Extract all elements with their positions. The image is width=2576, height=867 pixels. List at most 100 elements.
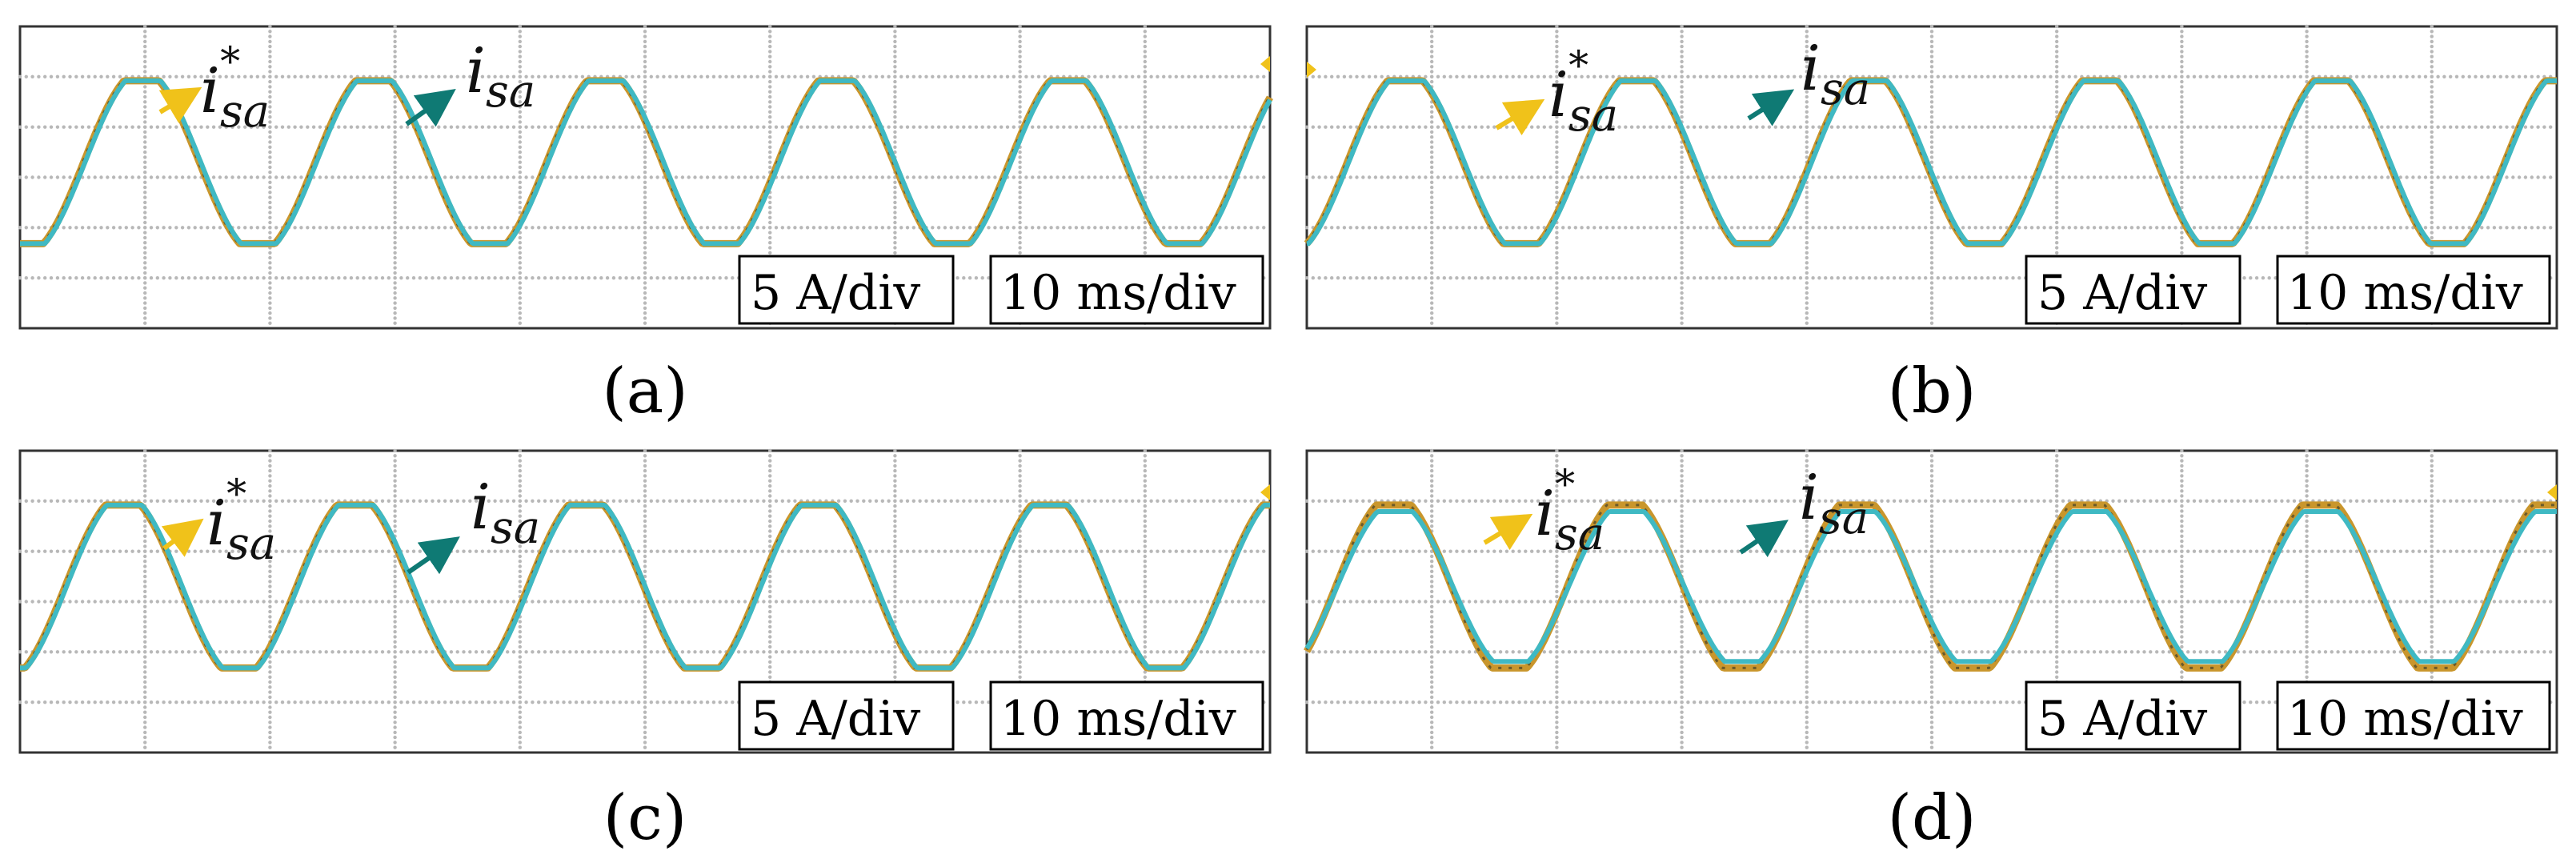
grid-dot [1542,74,1547,79]
grid-dot [224,700,228,704]
grid-dot [643,261,647,265]
grid-dot [1062,226,1066,230]
grid-dot [799,226,803,230]
grid-dot [2180,251,2184,255]
grid-dot [618,125,622,129]
grid-dot [393,720,397,725]
grid-dot [2498,226,2502,230]
grid-dot [2274,226,2278,230]
grid-dot [1018,655,1022,659]
grid-dot [1661,226,1665,230]
grid-dot [931,650,935,654]
grid-dot [2305,54,2309,58]
grid-dot [93,700,97,704]
grid-dot [224,650,228,654]
grid-dot [55,700,60,704]
grid-dot [1536,74,1540,79]
grid-dot [562,700,566,704]
grid-dot [1036,600,1041,604]
panel-b: isa* isa 5 A/div 10 ms/div (b) [1304,24,2559,427]
grid-dot [768,195,772,199]
grid-dot [2055,206,2059,210]
panel-d: isa* isa 5 A/div 10 ms/div (d) [1304,448,2559,854]
grid-dot [293,650,297,654]
grid-dot [1230,125,1235,129]
grid-dot [2236,499,2240,503]
grid-dot [143,584,147,588]
grid-dot [811,549,816,553]
grid-dot [406,175,410,179]
grid-dot [499,226,503,230]
grid-dot [299,549,303,553]
grid-dot [843,650,847,654]
grid-dot [749,549,753,553]
grid-dot [24,600,28,604]
grid-dot [393,54,397,58]
grid-dot [1736,549,1741,553]
grid-dot [2474,74,2478,79]
grid-dot [1087,650,1091,654]
grid-dot [1143,499,1148,503]
grid-dot [631,226,635,230]
grid-dot [1018,59,1022,64]
grid-dot [968,499,972,503]
grid-dot [137,175,141,179]
grid-dot [1330,276,1334,280]
grid-dot [1861,125,1865,129]
grid-dot [1998,175,2003,179]
grid-dot [893,650,897,654]
grid-dot [1131,226,1135,230]
grid-dot [1886,549,1890,553]
grid-dot [2454,499,2459,503]
grid-dot [1311,175,1316,179]
grid-dot [555,74,559,79]
grid-dot [893,211,897,215]
grid-dot [1099,600,1104,604]
grid-dot [2173,499,2177,503]
grid-dot [1480,549,1484,553]
grid-dot [699,226,703,230]
grid-dot [1680,306,1684,311]
grid-dot [1448,226,1452,230]
grid-dot [362,700,366,704]
grid-dot [1430,271,1434,275]
grid-dot [2055,110,2059,114]
grid-dot [1604,276,1609,280]
grid-dot [2055,140,2059,144]
grid-dot [1143,241,1148,245]
grid-dot [805,125,810,129]
grid-dot [368,175,372,179]
grid-dot [724,600,728,604]
grid-dot [431,276,435,280]
grid-dot [893,130,897,134]
grid-dot [2092,125,2097,129]
grid-dot [1855,549,1859,553]
grid-dot [424,650,428,654]
grid-dot [949,74,953,79]
grid-dot [1924,499,1928,503]
grid-dot [1829,549,1834,553]
grid-dot [1524,74,1528,79]
grid-dot [1430,79,1434,84]
grid-dot [1805,231,1809,235]
grid-dot [286,276,290,280]
grid-dot [768,600,772,604]
grid-dot [705,600,710,604]
grid-dot [43,125,47,129]
ref-arrow-a [158,86,202,124]
grid-dot [1598,125,1603,129]
grid-dot [2336,125,2340,129]
grid-dot [936,226,941,230]
grid-dot [1143,185,1148,190]
grid-dot [518,655,522,659]
grid-dot [1555,59,1559,64]
grid-dot [862,74,866,79]
grid-dot [506,650,510,654]
grid-dot [787,549,791,553]
grid-dot [1805,130,1809,134]
grid-dot [37,175,41,179]
grid-dot [1693,549,1697,553]
grid-dot [1973,499,1977,503]
grid-dot [1442,549,1447,553]
grid-dot [2017,499,2021,503]
